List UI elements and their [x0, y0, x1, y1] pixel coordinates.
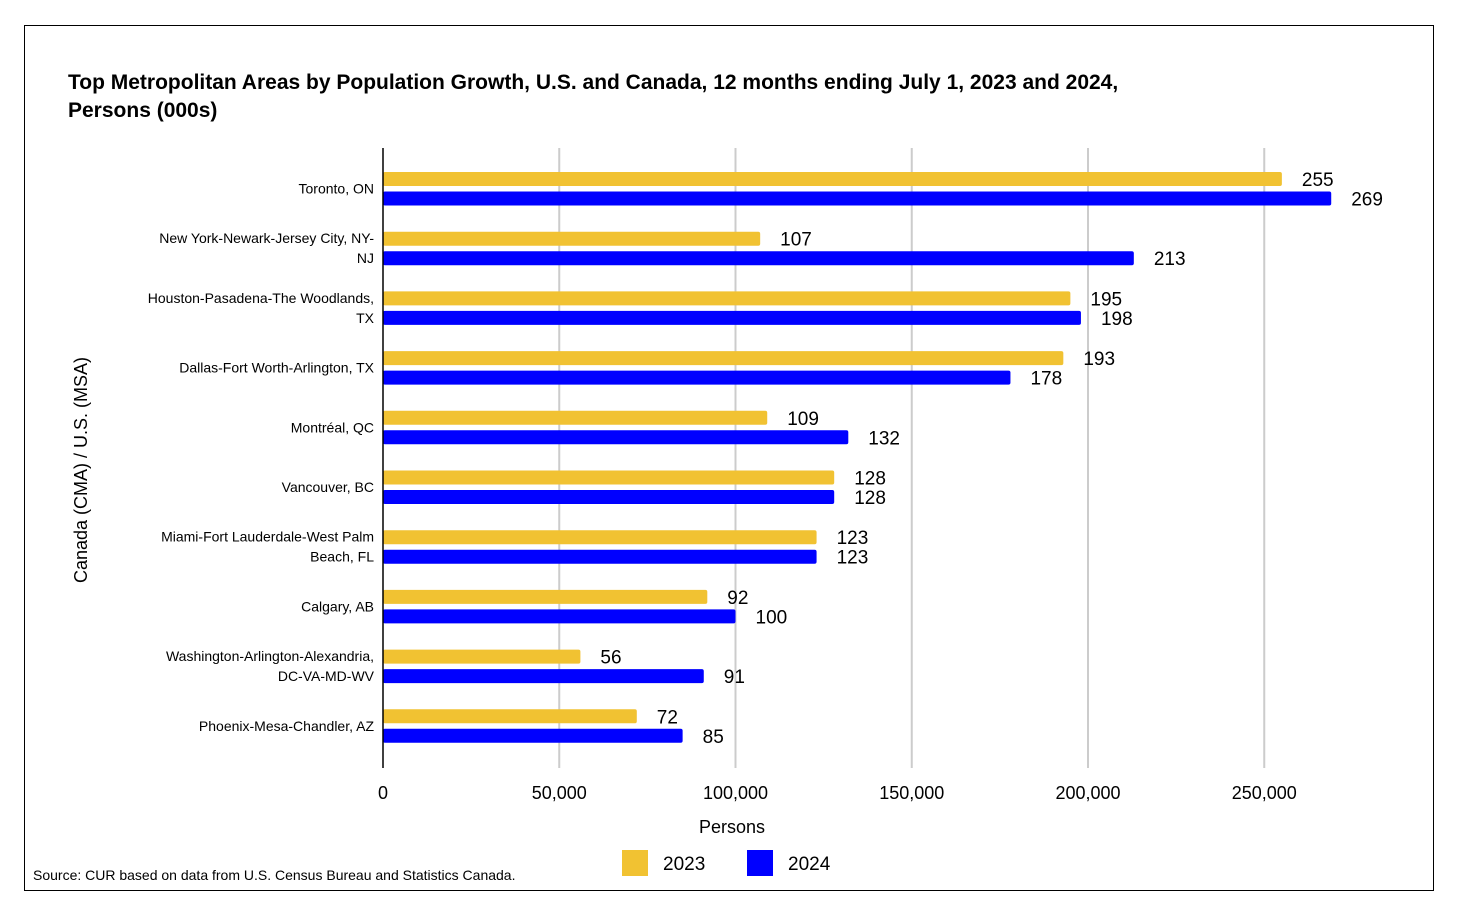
data-label-2023: 195: [1090, 289, 1122, 310]
bar-2024: [383, 430, 849, 445]
x-axis-title: Persons: [699, 817, 765, 837]
data-label-2024: 128: [854, 488, 886, 509]
bar-2024: [383, 490, 835, 504]
data-label-2023: 193: [1083, 349, 1115, 370]
category-label: DC-VA-MD-WV: [278, 668, 375, 684]
category-label: Washington-Arlington-Alexandria,: [166, 648, 374, 664]
bar-2023: [383, 410, 768, 425]
source-note: Source: CUR based on data from U.S. Cens…: [33, 867, 515, 883]
data-label-2024: 85: [703, 727, 724, 748]
bar-2023: [383, 649, 581, 664]
bar-2024: [383, 549, 817, 564]
bar-2023: [383, 709, 637, 724]
data-label-2023: 72: [657, 707, 678, 728]
bar-2023: [383, 351, 1064, 366]
bar-2023: [383, 231, 761, 246]
data-label-2024: 132: [868, 428, 900, 449]
category-label: Houston-Pasadena-The Woodlands,: [148, 290, 374, 306]
category-label: Montréal, QC: [291, 419, 374, 435]
bar-2023: [383, 530, 817, 545]
chart-title-line: Top Metropolitan Areas by Population Gro…: [68, 71, 1118, 94]
x-tick-label: 150,000: [879, 783, 944, 803]
data-label-2023: 255: [1302, 170, 1334, 191]
x-tick-label: 100,000: [703, 783, 768, 803]
bar-2024: [383, 669, 704, 684]
legend-swatch-2023: [622, 850, 648, 876]
data-label-2024: 123: [837, 548, 869, 569]
data-label-2024: 100: [756, 607, 788, 628]
category-label: NJ: [357, 250, 374, 266]
data-label-2023: 109: [787, 409, 819, 430]
x-tick-label: 250,000: [1232, 783, 1297, 803]
bar-2024: [383, 310, 1081, 325]
bar-2024: [383, 251, 1134, 266]
category-label: New York-Newark-Jersey City, NY-: [159, 230, 374, 246]
bar-2023: [383, 291, 1071, 306]
legend-swatch-2024: [747, 850, 773, 876]
y-axis-title: Canada (CMA) / U.S. (MSA): [71, 357, 91, 583]
data-label-2023: 56: [600, 648, 621, 669]
category-label: Phoenix-Mesa-Chandler, AZ: [199, 718, 375, 734]
category-label: Vancouver, BC: [282, 479, 374, 495]
data-label-2023: 92: [727, 588, 748, 609]
category-label: Miami-Fort Lauderdale-West Palm: [161, 529, 374, 545]
data-label-2024: 91: [724, 667, 745, 688]
bar-2024: [383, 609, 736, 624]
data-label-2024: 269: [1351, 190, 1383, 211]
bar-2023: [383, 589, 708, 604]
bar-2024: [383, 728, 683, 743]
bar-2024: [383, 191, 1332, 206]
data-label-2023: 128: [854, 469, 886, 490]
x-tick-label: 50,000: [532, 783, 587, 803]
legend-label-2023: 2023: [663, 854, 705, 875]
data-label-2023: 123: [837, 528, 869, 549]
bar-2024: [383, 370, 1011, 385]
bar-2023: [383, 172, 1282, 186]
chart-frame: [24, 25, 1434, 891]
data-label-2023: 107: [780, 230, 812, 251]
data-label-2024: 198: [1101, 309, 1133, 330]
category-label: Calgary, AB: [301, 598, 374, 614]
x-tick-label: 0: [378, 783, 388, 803]
bar-2023: [383, 470, 835, 485]
category-label: TX: [356, 310, 375, 326]
chart-title-line: Persons (000s): [68, 99, 217, 122]
category-label: Beach, FL: [310, 549, 374, 565]
legend-label-2024: 2024: [788, 854, 831, 875]
data-label-2024: 178: [1030, 369, 1062, 390]
category-label: Dallas-Fort Worth-Arlington, TX: [179, 360, 374, 376]
x-tick-label: 200,000: [1055, 783, 1120, 803]
data-label-2024: 213: [1154, 249, 1186, 270]
category-label: Toronto, ON: [299, 181, 374, 197]
